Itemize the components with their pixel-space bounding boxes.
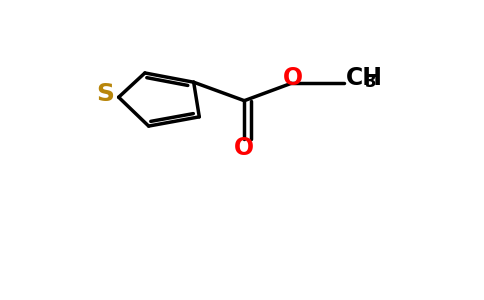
Text: 3: 3 xyxy=(365,73,377,91)
Text: CH: CH xyxy=(346,66,382,90)
Text: O: O xyxy=(234,136,255,160)
Text: S: S xyxy=(96,82,115,106)
Text: O: O xyxy=(283,66,303,90)
